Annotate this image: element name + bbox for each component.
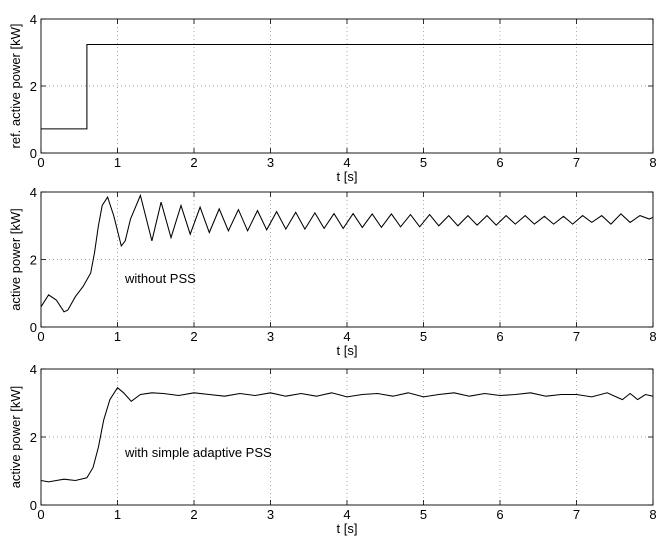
x-tick-label: 4	[343, 155, 350, 170]
series-line-1	[40, 386, 654, 483]
x-tick-label: 5	[420, 155, 427, 170]
x-tick-label: 2	[190, 507, 197, 522]
x-tick-label: 4	[343, 329, 350, 344]
x-axis-label: t [s]	[337, 521, 358, 536]
x-tick-label: 7	[573, 507, 580, 522]
x-axis-label: t [s]	[337, 343, 358, 358]
x-tick-label: 1	[114, 507, 121, 522]
x-tick-label: 5	[420, 329, 427, 344]
y-tick-label: 2	[30, 430, 37, 445]
y-axis-label: ref. active power [kW]	[8, 24, 23, 149]
x-tick-label: 0	[37, 329, 44, 344]
x-tick-label: 8	[649, 507, 656, 522]
x-tick-label: 0	[37, 155, 44, 170]
y-tick-label: 0	[30, 146, 37, 161]
y-tick-label: 0	[30, 320, 37, 335]
series-line-1	[41, 43, 653, 130]
x-tick-label: 8	[649, 329, 656, 344]
x-tick-label: 6	[496, 329, 503, 344]
x-tick-label: 6	[496, 507, 503, 522]
x-tick-label: 7	[573, 329, 580, 344]
y-tick-label: 2	[30, 253, 37, 268]
y-tick-label: 0	[30, 498, 37, 513]
x-tick-label: 2	[190, 155, 197, 170]
x-tick-label: 5	[420, 507, 427, 522]
y-axis-label: active power [kW]	[8, 386, 23, 489]
x-tick-label: 3	[267, 329, 274, 344]
x-tick-label: 8	[649, 155, 656, 170]
x-tick-label: 3	[267, 507, 274, 522]
x-tick-label: 2	[190, 329, 197, 344]
x-tick-label: 7	[573, 155, 580, 170]
x-tick-label: 3	[267, 155, 274, 170]
x-tick-label: 4	[343, 507, 350, 522]
y-axis-label: active power [kW]	[8, 208, 23, 311]
x-tick-label: 1	[114, 329, 121, 344]
y-tick-label: 2	[30, 79, 37, 94]
x-axis-label: t [s]	[337, 169, 358, 184]
y-tick-label: 4	[30, 12, 37, 27]
series-line-1	[40, 193, 654, 313]
x-tick-label: 6	[496, 155, 503, 170]
y-tick-label: 4	[30, 362, 37, 377]
chart-annotation: with simple adaptive PSS	[124, 445, 272, 460]
y-tick-label: 4	[30, 185, 37, 200]
x-tick-label: 0	[37, 507, 44, 522]
x-tick-label: 1	[114, 155, 121, 170]
chart-annotation: without PSS	[124, 271, 196, 286]
